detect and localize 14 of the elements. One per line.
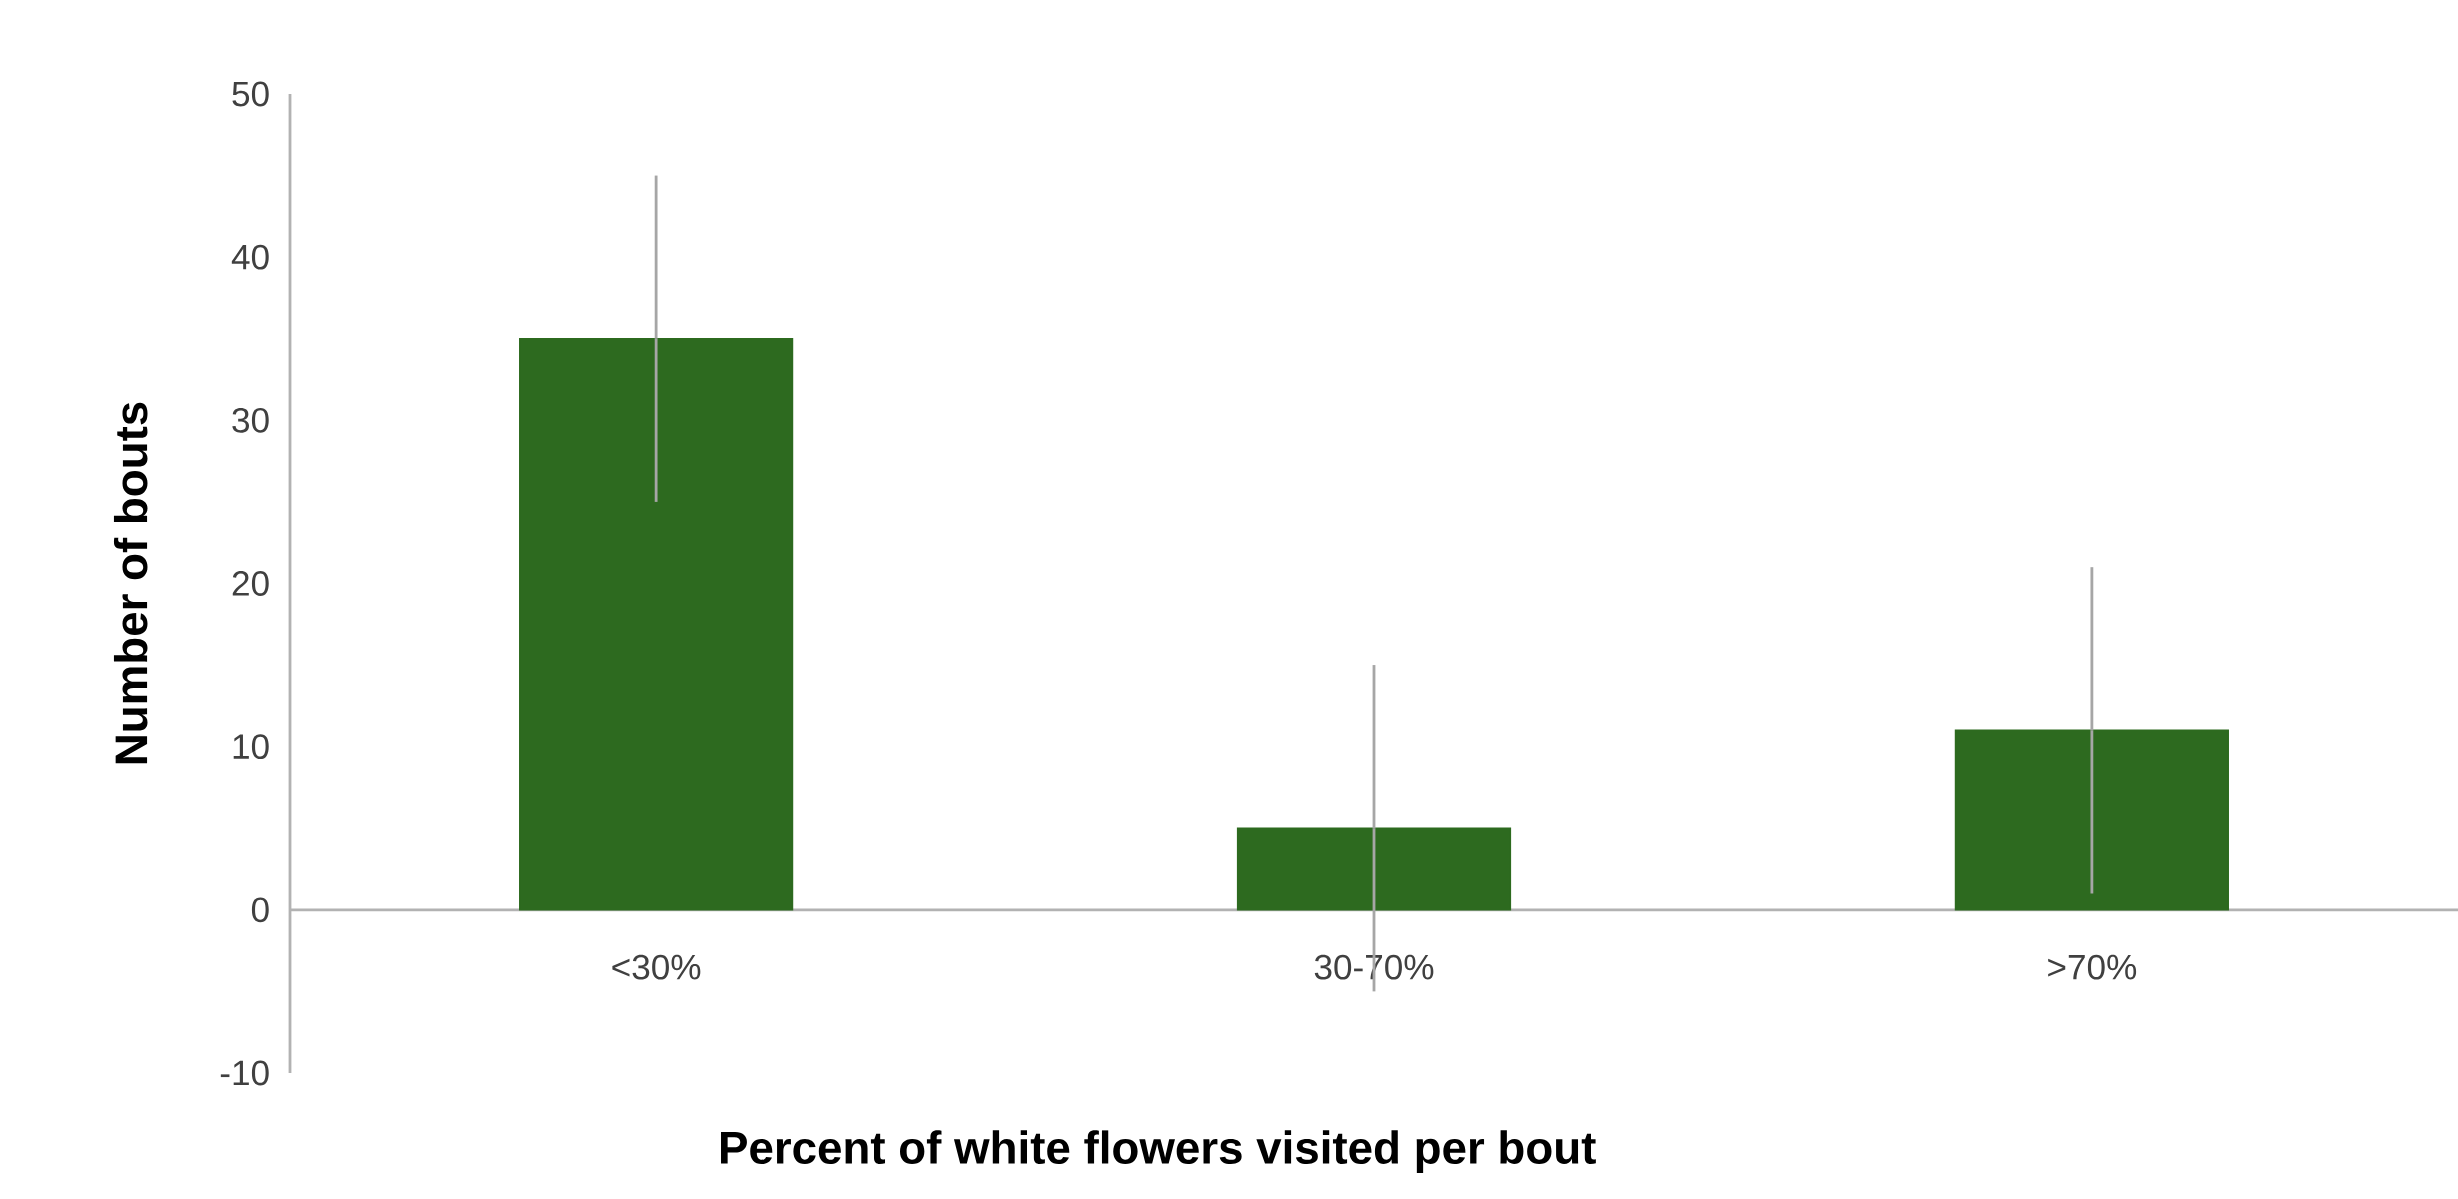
bar <box>519 338 794 911</box>
y-tick-label: 40 <box>231 244 269 270</box>
y-tick-label: 30 <box>232 407 269 433</box>
x-tick-label: 30-70% <box>1314 954 1434 980</box>
bar <box>1236 827 1512 911</box>
y-tick-label: -10 <box>220 1060 269 1086</box>
x-tick-label: <30% <box>612 954 701 980</box>
x-tick-label: >70% <box>2048 954 2137 980</box>
y-tick-label: 0 <box>251 897 269 923</box>
y-tick-label: 20 <box>232 571 269 596</box>
y-tick-label: 50 <box>232 81 269 107</box>
x-axis-title: Percent of white flowers visited per bout <box>721 1130 1596 1173</box>
y-axis-title: Number of bouts <box>113 402 148 764</box>
y-tick-label: 10 <box>233 734 269 760</box>
